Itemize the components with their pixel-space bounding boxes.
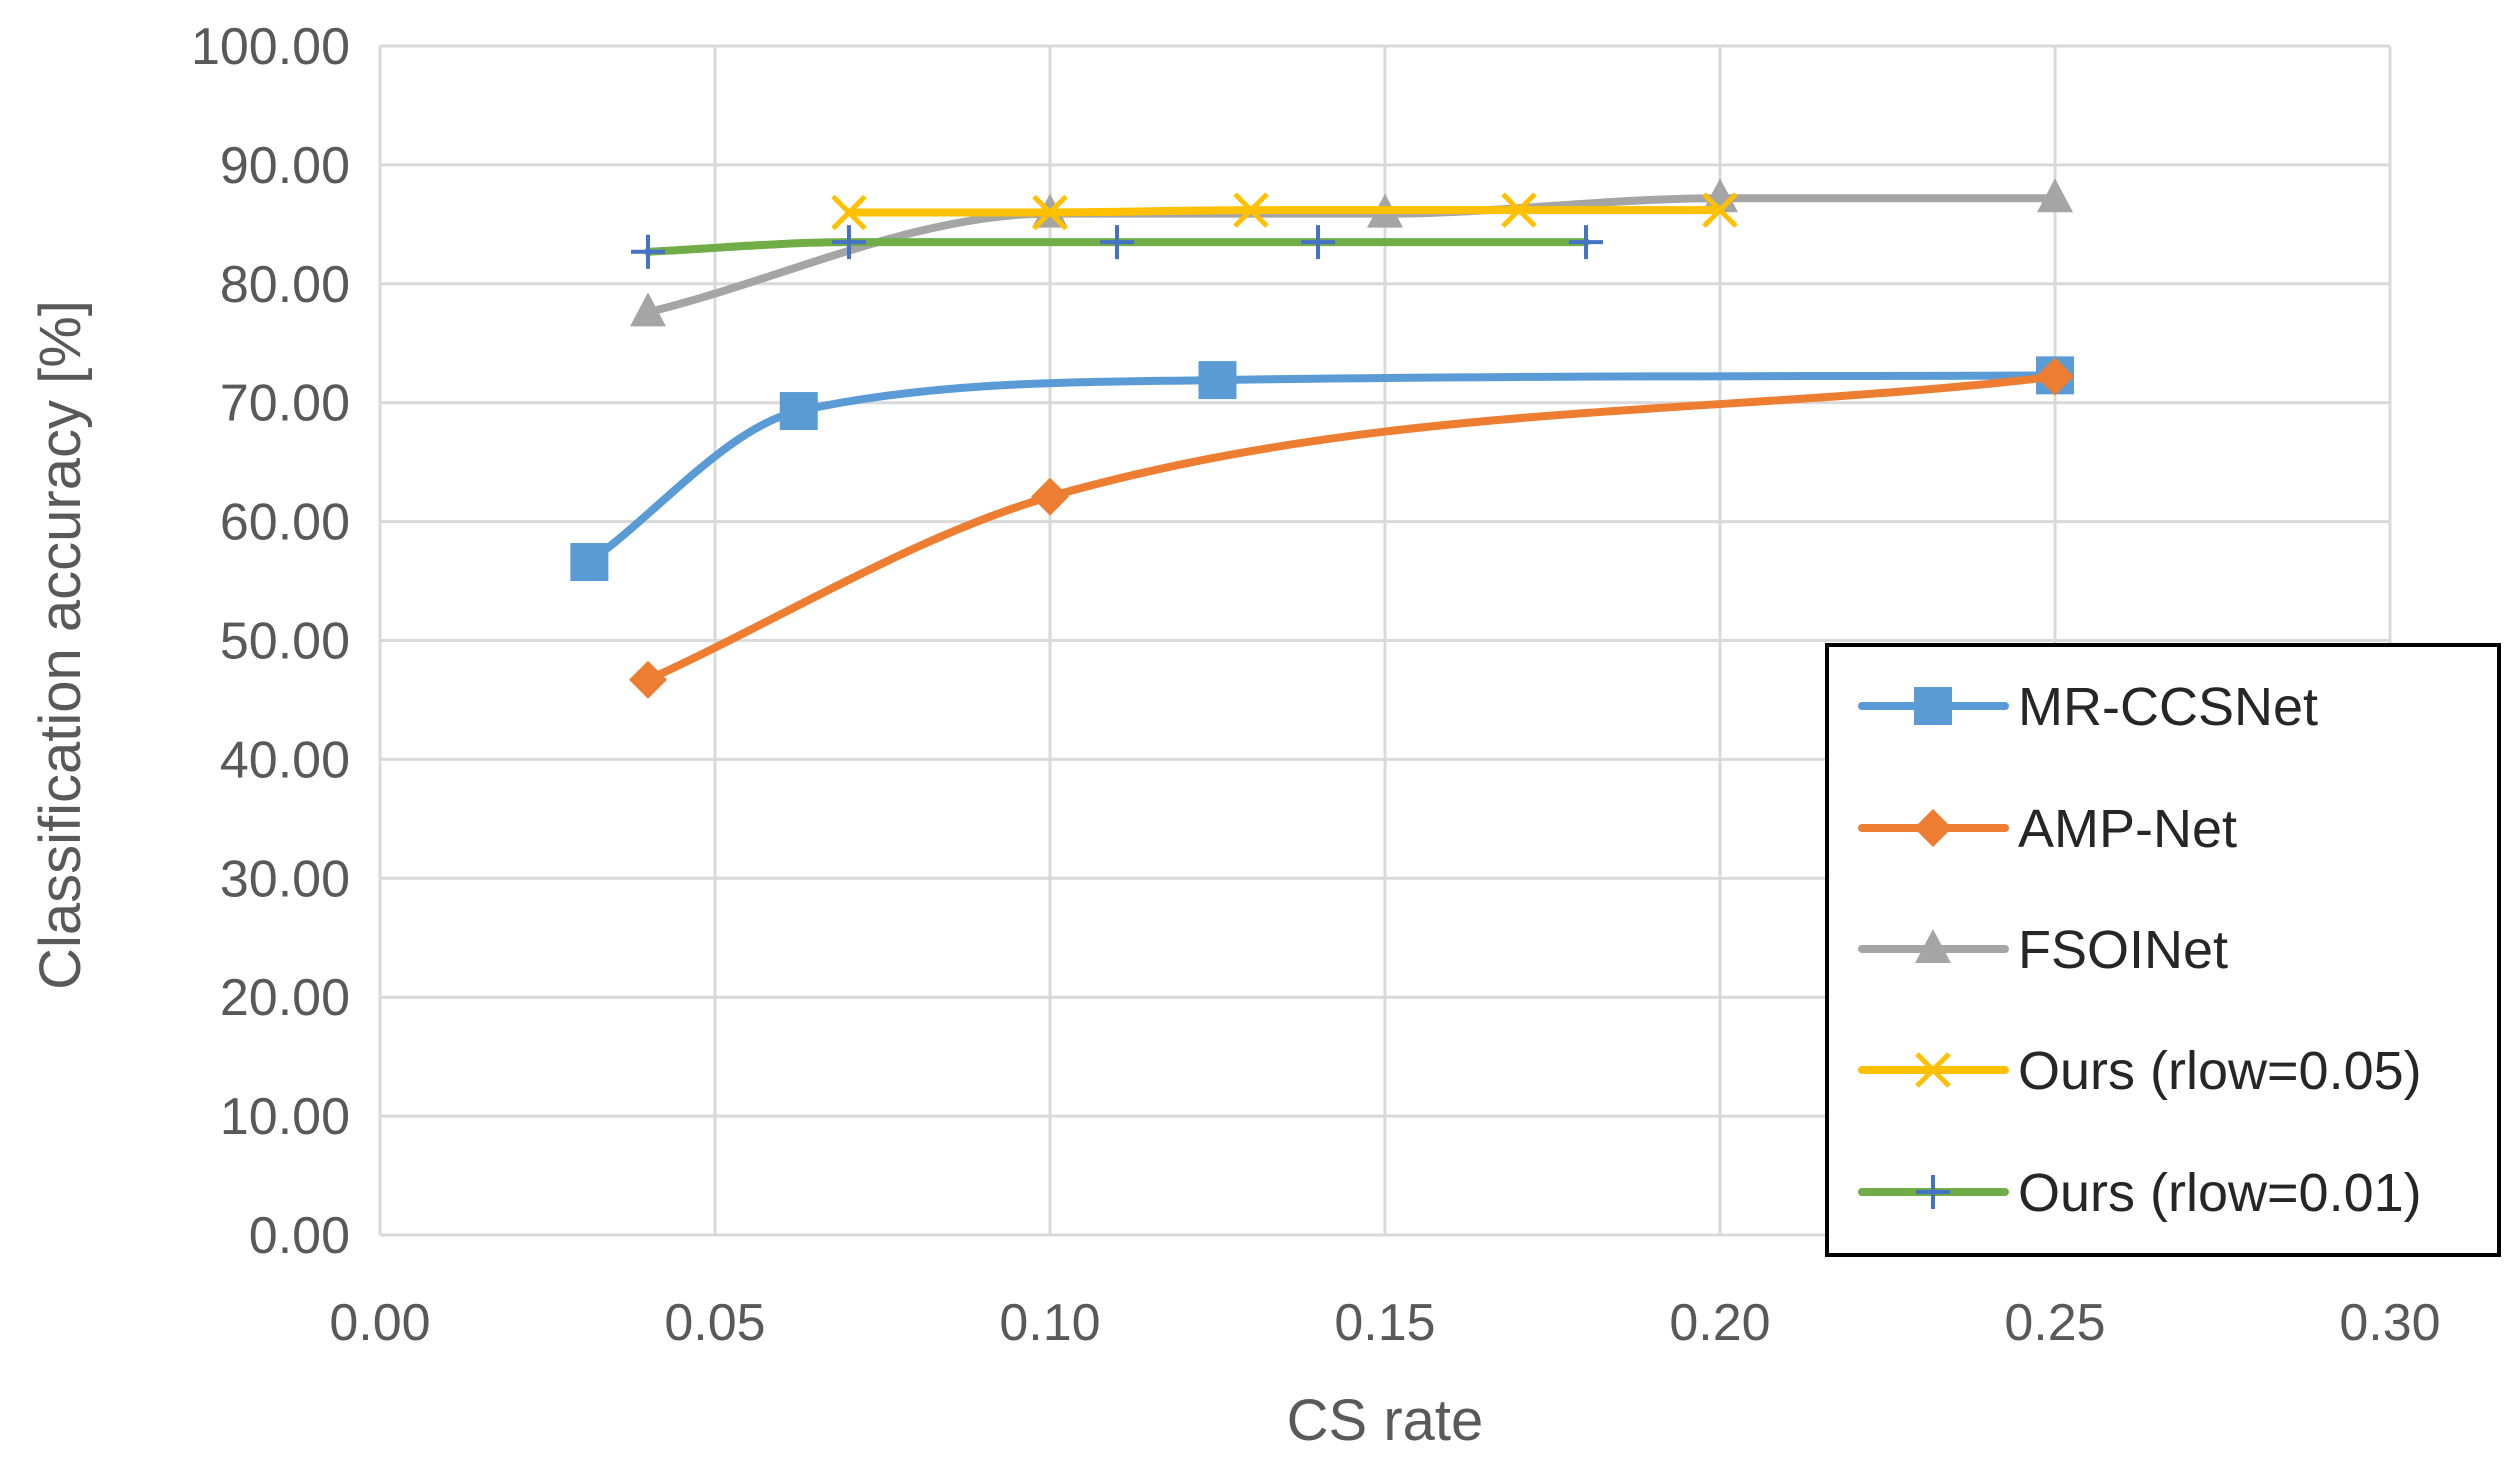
legend-label: Ours (rlow=0.05) xyxy=(2018,1041,2422,1101)
x-tick-label: 0.10 xyxy=(999,1294,1100,1352)
legend: MR-CCSNet AMP-Net FSOINet Ours (rlow=0.05) O… xyxy=(1825,643,2501,1257)
legend-marker xyxy=(1915,1052,1951,1088)
y-tick-label: 10.00 xyxy=(220,1088,350,1146)
data-point xyxy=(1702,192,1738,228)
series-0 xyxy=(570,356,2074,582)
series-line xyxy=(845,206,1724,217)
x-tick-label: 0.20 xyxy=(1669,1294,1770,1352)
data-point xyxy=(2036,357,2074,396)
data-point xyxy=(1198,361,1237,400)
data-point xyxy=(1032,194,1068,231)
y-tick-label: 0.00 xyxy=(249,1207,350,1265)
legend-entry: MR-CCSNet xyxy=(1858,677,2318,737)
x-tick-label: 0.15 xyxy=(1334,1294,1435,1352)
series-3 xyxy=(831,192,1738,231)
legend-label: FSOINet xyxy=(2018,920,2228,980)
x-tick-label: 0.30 xyxy=(2339,1294,2440,1352)
y-axis-ticks: 0.00 10.00 20.00 30.00 40.00 50.00 60.00 70.00 8… xyxy=(191,18,350,1265)
y-tick-label: 80.00 xyxy=(220,256,350,314)
legend-entry: AMP-Net xyxy=(1858,799,2237,859)
data-point xyxy=(629,660,667,699)
y-tick-label: 50.00 xyxy=(220,613,350,671)
data-point xyxy=(630,292,666,327)
y-tick-label: 60.00 xyxy=(220,494,350,552)
series-group xyxy=(570,178,2074,699)
y-tick-label: 40.00 xyxy=(220,731,350,789)
y-tick-label: 70.00 xyxy=(220,375,350,433)
series-line xyxy=(644,372,2059,684)
x-axis-title: CS rate xyxy=(1287,1388,1484,1453)
data-point xyxy=(570,543,609,582)
legend-marker xyxy=(1916,1175,1950,1209)
data-point xyxy=(832,225,866,260)
data-point xyxy=(779,392,818,431)
data-point xyxy=(1031,477,1069,516)
legend-entry: Ours (rlow=0.01) xyxy=(1858,1163,2422,1223)
x-axis-ticks: 0.00 0.05 0.10 0.15 0.20 0.25 0.30 xyxy=(329,1294,2440,1352)
gridlines xyxy=(378,44,2392,1237)
legend-marker xyxy=(1914,809,1952,847)
legend-entry: FSOINet xyxy=(1858,920,2228,980)
legend-entry: Ours (rlow=0.05) xyxy=(1858,1041,2422,1101)
data-point xyxy=(1233,192,1269,228)
y-tick-label: 100.00 xyxy=(191,18,350,76)
data-point xyxy=(2037,178,2073,213)
legend-label: AMP-Net xyxy=(2018,799,2237,859)
x-tick-label: 0.05 xyxy=(664,1294,765,1352)
series-2 xyxy=(630,178,2073,327)
y-tick-label: 20.00 xyxy=(220,969,350,1027)
series-4 xyxy=(631,225,1603,269)
data-point xyxy=(1301,225,1335,260)
series-line xyxy=(585,371,2059,567)
y-axis-title: Classification accuracy [%] xyxy=(28,300,93,990)
legend-marker xyxy=(1915,929,1951,963)
y-tick-label: 30.00 xyxy=(220,850,350,908)
legend-label: Ours (rlow=0.01) xyxy=(2018,1163,2422,1223)
y-tick-label: 90.00 xyxy=(220,137,350,195)
x-tick-label: 0.00 xyxy=(329,1294,430,1352)
x-tick-label: 0.25 xyxy=(2004,1294,2105,1352)
legend-marker xyxy=(1914,687,1952,725)
data-point xyxy=(631,234,665,269)
legend-label: MR-CCSNet xyxy=(2018,677,2318,737)
data-point xyxy=(1569,225,1603,260)
data-point xyxy=(831,194,867,231)
data-point xyxy=(1100,225,1134,260)
series-1 xyxy=(629,357,2074,699)
data-point xyxy=(1501,192,1537,228)
